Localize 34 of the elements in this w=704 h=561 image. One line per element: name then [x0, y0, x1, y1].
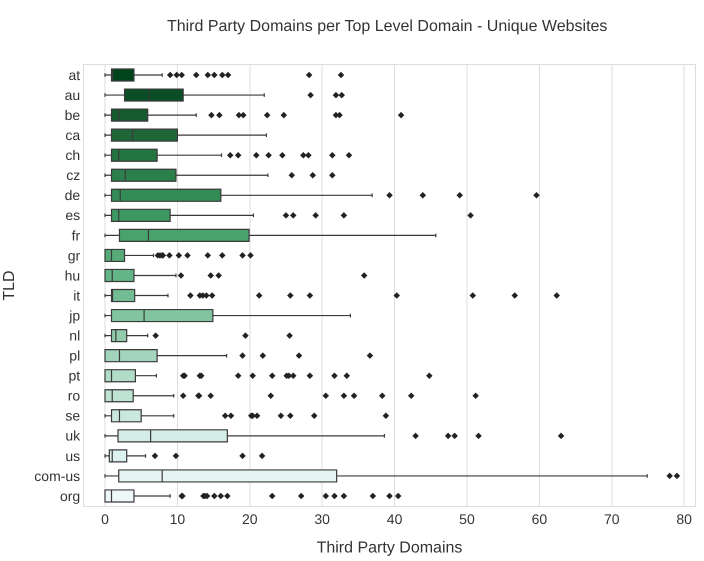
y-axis-title: TLD — [1, 270, 18, 301]
y-tick-label: at — [68, 66, 80, 83]
y-tick-label: fr — [72, 227, 81, 244]
y-tick-label: be — [64, 107, 80, 124]
x-tick-label: 70 — [604, 510, 620, 527]
y-tick-label: gr — [68, 247, 81, 264]
y-tick-label: pl — [69, 348, 80, 364]
y-tick-label: it — [73, 287, 80, 304]
y-tick-label: hu — [64, 267, 80, 284]
y-tick-label: us — [65, 448, 80, 464]
y-tick-label: org — [60, 488, 80, 504]
x-tick-label: 20 — [242, 510, 258, 527]
y-tick-label: uk — [65, 428, 82, 444]
y-tick-label: com-us — [34, 468, 80, 484]
x-tick-label: 60 — [532, 510, 548, 527]
x-tick-label: 80 — [676, 510, 692, 527]
y-tick-label: ch — [65, 147, 80, 164]
y-tick-label: au — [64, 86, 80, 103]
y-tick-label: cz — [66, 167, 80, 184]
x-tick-label: 40 — [386, 510, 403, 527]
y-tick-label: nl — [69, 328, 80, 344]
y-tick-label: ro — [68, 388, 80, 404]
y-tick-label: es — [65, 207, 80, 224]
y-tick-label: jp — [68, 307, 80, 324]
chart-title: Third Party Domains per Top Level Domain - Unique Websites — [166, 18, 608, 35]
y-tick-label: de — [64, 187, 80, 204]
x-tick-label: 30 — [314, 510, 330, 527]
x-tick-label: 10 — [170, 510, 186, 527]
y-tick-label: pt — [68, 368, 80, 384]
y-tick-label: ca — [65, 127, 80, 144]
x-tick-label: 0 — [101, 510, 110, 527]
y-tick-label: se — [65, 408, 80, 424]
x-axis-title: Third Party Domains — [316, 540, 462, 556]
x-tick-label: 50 — [459, 510, 475, 527]
